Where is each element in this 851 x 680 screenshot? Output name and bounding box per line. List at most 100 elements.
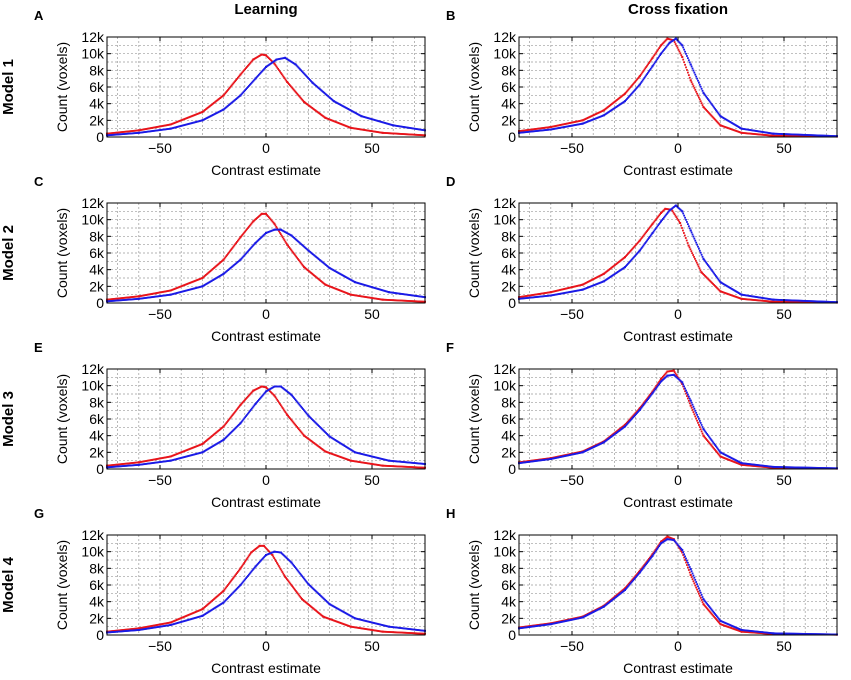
data-point (570, 121, 573, 124)
data-point (631, 417, 634, 420)
data-point (543, 126, 546, 129)
data-point (230, 579, 233, 582)
data-point (559, 288, 562, 291)
data-point (774, 466, 777, 468)
series-blue (106, 228, 426, 303)
data-point (303, 101, 306, 103)
data-point (144, 131, 147, 133)
data-point (135, 461, 137, 464)
data-point (643, 401, 646, 404)
data-point (194, 445, 197, 448)
data-point (147, 127, 150, 130)
data-point (690, 250, 693, 253)
data-point (637, 85, 639, 88)
data-point (330, 436, 333, 439)
data-point (650, 66, 653, 69)
data-point (181, 118, 184, 121)
data-point (114, 131, 117, 134)
data-point (250, 391, 253, 394)
data-point (378, 120, 381, 123)
data-point (676, 217, 679, 220)
data-point (774, 298, 777, 301)
data-point (699, 422, 702, 424)
data-point (243, 90, 246, 93)
y-tick-label: 10k (81, 46, 105, 62)
data-point (252, 244, 255, 246)
data-point (132, 464, 135, 467)
data-point (785, 133, 787, 136)
data-point (400, 125, 403, 128)
data-point (128, 130, 131, 133)
data-point (257, 399, 259, 402)
data-point (127, 462, 129, 465)
data-point (658, 380, 661, 383)
data-point (331, 286, 334, 289)
data-point (533, 293, 536, 296)
data-point (682, 58, 685, 61)
data-point (707, 441, 710, 444)
data-point (545, 458, 548, 461)
series-blue (518, 373, 838, 470)
data-point (747, 464, 750, 467)
data-point (345, 125, 348, 127)
data-point (158, 461, 161, 463)
data-point (527, 461, 529, 463)
data-point (581, 119, 584, 122)
data-point (141, 626, 144, 629)
data-point (256, 75, 259, 78)
data-point (682, 212, 685, 215)
data-point (746, 462, 748, 465)
data-point (755, 465, 758, 468)
data-point (522, 129, 525, 132)
data-point (117, 133, 119, 136)
data-point (145, 128, 147, 130)
data-point (333, 438, 336, 441)
data-point (812, 135, 815, 138)
data-point (246, 66, 248, 68)
data-point (541, 459, 544, 461)
data-point (252, 220, 255, 223)
data-point (255, 56, 258, 59)
data-point (674, 375, 677, 378)
data-point (298, 429, 301, 432)
data-point (337, 121, 339, 124)
data-point (529, 130, 531, 133)
data-point (676, 377, 679, 380)
data-point (376, 463, 379, 466)
data-point (188, 613, 191, 616)
data-point (663, 40, 666, 43)
data-point (185, 449, 187, 452)
data-point (377, 120, 380, 123)
data-point (576, 452, 579, 455)
data-point (638, 409, 640, 412)
data-point (187, 282, 190, 285)
data-point (747, 294, 750, 297)
data-point (660, 44, 663, 47)
data-point (247, 394, 250, 397)
data-point (223, 93, 226, 96)
data-point (157, 623, 160, 626)
data-point (757, 130, 759, 133)
data-point (660, 380, 663, 383)
data-point (696, 77, 698, 80)
data-point (158, 457, 161, 460)
data-point (145, 296, 147, 299)
data-point (113, 298, 116, 300)
data-point (172, 454, 175, 457)
data-point (399, 299, 402, 302)
data-point (576, 289, 579, 292)
data-point (688, 61, 691, 64)
data-point (625, 421, 628, 424)
data-point (340, 123, 343, 126)
data-point (563, 288, 566, 290)
data-point (564, 291, 567, 294)
data-point (276, 227, 279, 230)
data-point (688, 246, 691, 249)
data-point (639, 238, 642, 241)
data-point (660, 220, 663, 223)
data-point (369, 130, 372, 132)
data-point (122, 299, 125, 301)
data-point (243, 254, 246, 257)
data-point (130, 464, 133, 467)
y-tick-label: 2k (501, 444, 517, 460)
